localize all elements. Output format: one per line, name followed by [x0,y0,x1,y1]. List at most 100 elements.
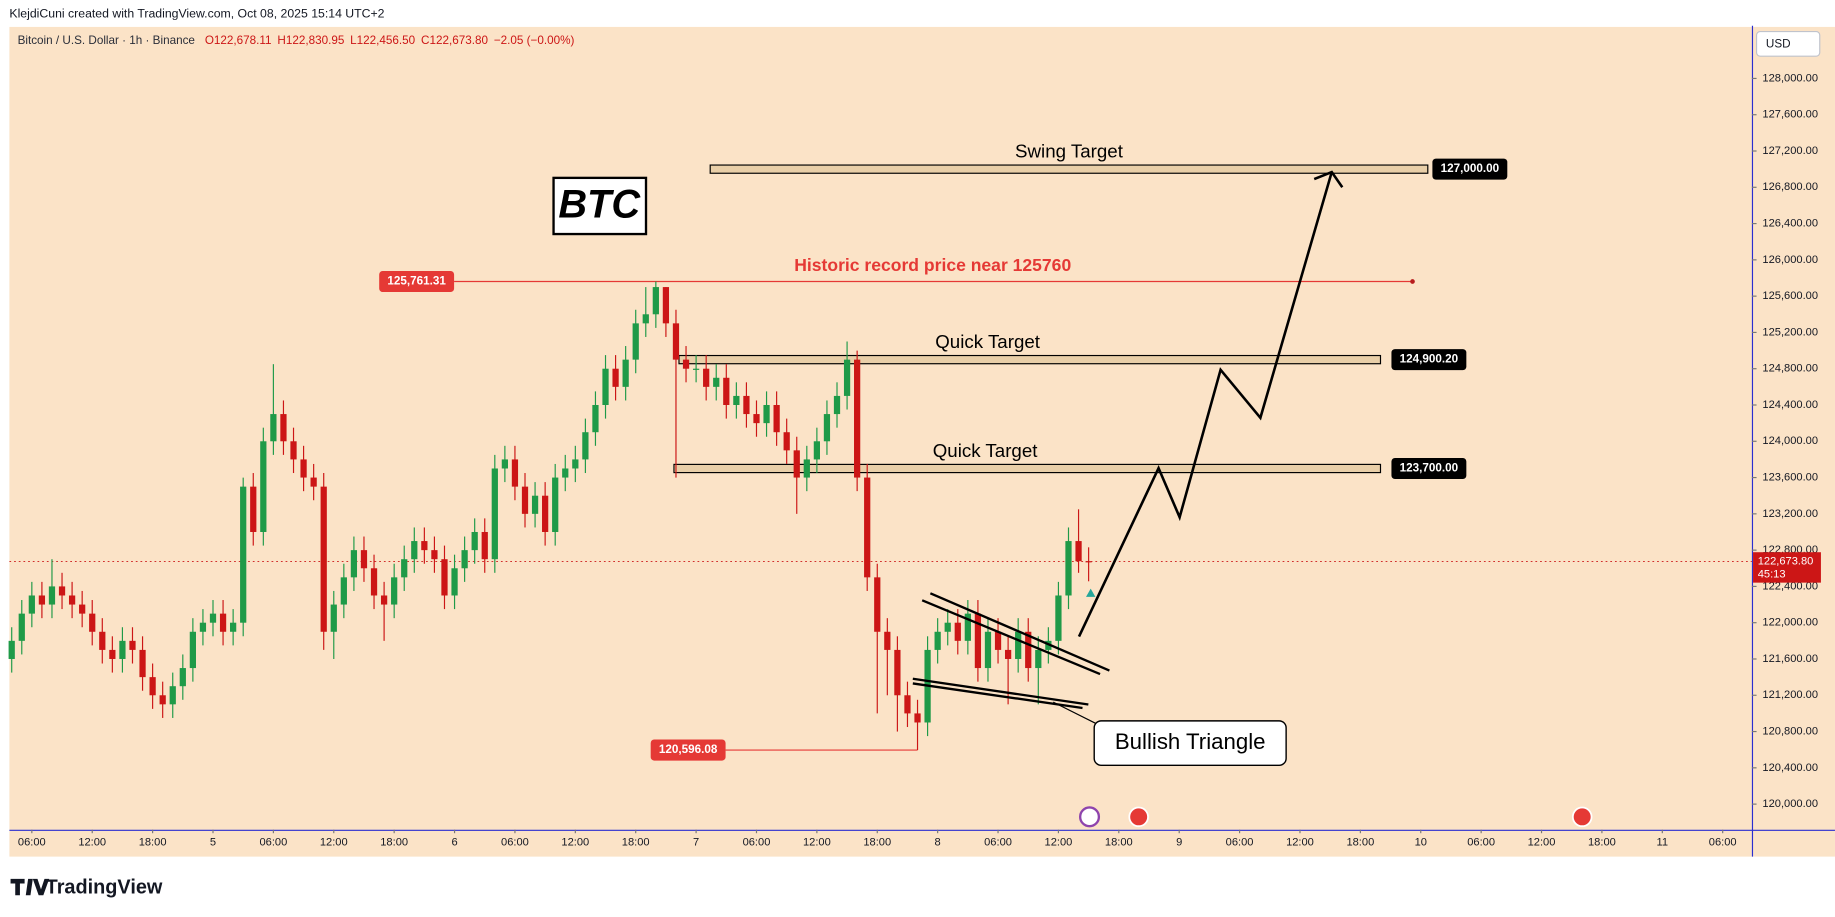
triangle-upper [929,592,1110,672]
price-axis-background [1751,26,1835,857]
last-price-label: 122,673.80 [1758,556,1814,568]
target-price-box [1391,349,1467,371]
x-tick-label: 18:00 [380,837,408,849]
target-title: Quick Target [933,440,1039,461]
candle-body [682,359,690,369]
candle-body [179,668,186,687]
candle-body [270,414,277,442]
candle-body [733,395,740,405]
candle-body [994,631,1002,650]
candle-body [511,459,519,487]
ohlc-value: C122,673.80 [421,34,488,47]
candle-body [592,404,599,433]
candle-body [109,649,116,659]
y-tick-label: 126,000.00 [1762,254,1818,266]
event-icon[interactable] [1128,806,1149,828]
candle-body [562,468,569,478]
candle-body [230,622,237,632]
low-price-box [650,739,726,761]
candle-body [119,640,126,659]
x-tick-label: 18:00 [1105,837,1133,849]
currency-button[interactable] [1755,31,1821,57]
candle-body [421,541,428,551]
ohlc-legend: O122,678.11 H122,830.95 L122,456.50 C122,67… [205,34,575,47]
candle-body [58,586,66,596]
header-credit: KlejdiCuni created with TradingView.com,… [9,6,384,20]
event-icon[interactable] [1078,806,1101,828]
y-tick-label: 124,800.00 [1762,363,1818,375]
candle-body [431,550,438,560]
y-tick-label: 123,600.00 [1762,472,1818,484]
x-tick-label: 12:00 [803,837,831,849]
candle-body [159,695,166,705]
triangle-upper [921,599,1101,676]
candle-body [260,441,267,532]
y-tick-label: 124,000.00 [1762,435,1818,447]
event-icon[interactable] [1571,806,1593,828]
x-tick-label: 06:00 [743,837,771,849]
x-tick-label: 18:00 [139,837,167,849]
candle-body [672,323,680,360]
candle-body [632,323,639,360]
candle-body [129,640,136,650]
x-tick-label: 12:00 [1286,837,1314,849]
x-tick-label: 12:00 [1045,837,1073,849]
x-tick-label: 5 [210,837,216,849]
candle-body [662,287,670,324]
candle-body [843,359,851,396]
candle-body [411,541,418,560]
candle-body [350,550,358,578]
candle-body [652,287,659,315]
y-tick-label: 121,600.00 [1762,653,1818,665]
candle-body [38,595,46,605]
candle-body [290,441,297,460]
candle-body [1015,631,1022,659]
y-tick-label: 128,000.00 [1762,72,1818,84]
projection-arrowhead [1313,170,1344,188]
y-tick-label: 127,600.00 [1762,109,1818,121]
target-title: Swing Target [1015,141,1124,162]
candle-body [934,631,941,650]
candle-body [692,368,700,370]
candle-body [864,477,871,578]
candle-body [964,613,971,641]
y-tick-label: 120,800.00 [1762,725,1818,737]
callout-text: Bullish Triangle [1115,729,1266,754]
target-price-label: 127,000.00 [1441,162,1500,175]
candle-body [79,604,86,614]
candle-body [803,459,810,478]
record-price-box [379,270,455,293]
y-tick-label: 124,400.00 [1762,399,1818,411]
record-text: Historic record price near 125760 [794,255,1071,275]
y-tick-label: 126,800.00 [1762,181,1818,193]
triangle-lower [912,677,1089,706]
plot-background [9,26,1752,857]
x-tick-label: 06:00 [1226,837,1254,849]
candle-body [491,468,498,560]
candle-body [360,550,368,569]
low-price-label: 120,596.08 [659,743,718,756]
candle-body [481,531,488,560]
badge-box [552,176,648,236]
y-tick-label: 121,200.00 [1762,689,1818,701]
candle-body [169,686,176,705]
x-tick-label: 12:00 [320,837,348,849]
candle-body [391,577,398,605]
callout-pointer [1052,701,1101,727]
x-tick-label: 12:00 [1528,837,1556,849]
candle-body [1075,541,1082,562]
candle-body [1035,649,1042,669]
y-tick-label: 120,000.00 [1762,798,1818,810]
x-tick-label: 18:00 [1346,837,1374,849]
x-tick-label: 12:00 [78,837,106,849]
brand-logo [10,878,50,896]
candle-body [401,559,408,578]
badge-text: BTC [558,183,641,227]
candle-body [622,359,629,387]
x-tick-label: 18:00 [863,837,891,849]
candle-body [99,631,106,650]
candle-body [310,477,317,487]
candle-body [773,404,780,433]
candle-body [471,531,478,551]
candle-body [219,613,227,632]
